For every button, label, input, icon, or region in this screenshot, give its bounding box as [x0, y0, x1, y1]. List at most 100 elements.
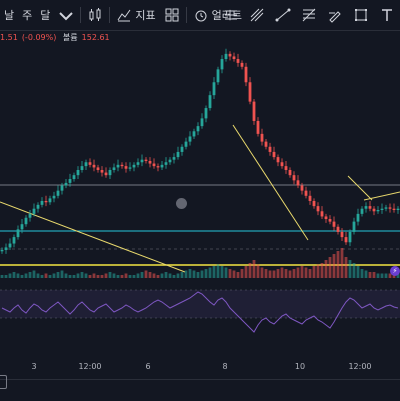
volume-bar	[300, 266, 304, 278]
candle-body	[132, 164, 136, 168]
pen-icon	[329, 11, 341, 23]
volume-bar	[128, 275, 132, 278]
x-tick-label: 3	[31, 362, 37, 371]
volume-bar	[56, 272, 60, 278]
volume-bar	[104, 273, 108, 278]
candle-body	[36, 204, 40, 209]
volume-bar	[20, 275, 24, 278]
collapse-panel-button[interactable]	[0, 375, 7, 389]
candle-body	[64, 182, 68, 186]
text-tool[interactable]	[374, 0, 400, 30]
volume-bar	[12, 272, 16, 278]
volume-bar	[284, 269, 288, 278]
layout-button[interactable]	[160, 0, 184, 30]
chart-type-button[interactable]	[83, 0, 107, 30]
rectangle-tool[interactable]	[348, 0, 374, 30]
candle-body	[204, 108, 208, 119]
volume-bar	[220, 266, 224, 278]
candle-body	[20, 224, 24, 230]
candle-body	[224, 53, 228, 60]
candle-body	[28, 213, 32, 218]
candle-body	[80, 166, 84, 170]
legend-change-pct: (-0.09%)	[21, 33, 57, 42]
volume-bar	[148, 272, 152, 278]
trend-line-tool[interactable]	[270, 0, 296, 30]
volume-bar	[328, 257, 332, 278]
indicators-button[interactable]: 지표	[112, 0, 159, 30]
compare-tool[interactable]	[218, 0, 244, 30]
separator	[80, 7, 82, 23]
volume-bar	[36, 273, 40, 278]
candle-body	[72, 175, 76, 180]
volume-bar	[316, 264, 320, 278]
candle-body	[60, 185, 64, 191]
legend-volume-label: 볼륨	[62, 33, 78, 42]
candle-body	[48, 198, 52, 203]
volume-bar	[196, 272, 200, 278]
candle-body	[372, 208, 376, 212]
top-toolbar: 날 주 달 지표 얼러트	[0, 0, 400, 31]
volume-bar	[168, 273, 172, 278]
volume-bar	[228, 269, 232, 278]
candle-body	[56, 190, 60, 196]
timeframe-week-label: 주	[22, 9, 33, 22]
volume-bar	[124, 273, 128, 278]
volume-bar	[340, 248, 344, 278]
candle-body	[176, 151, 180, 158]
volume-bar	[352, 263, 356, 278]
volume-bar	[264, 269, 268, 278]
volume-bar	[28, 272, 32, 278]
brush-tool[interactable]	[244, 0, 270, 30]
price-chart[interactable]	[0, 40, 400, 355]
trendline-long	[0, 201, 186, 273]
drawing-tools	[218, 0, 400, 30]
candle-body	[280, 162, 284, 167]
candle-body	[248, 82, 252, 102]
volume-bar	[112, 273, 116, 278]
volume-bar	[248, 263, 252, 278]
candle-body	[256, 120, 260, 134]
bottom-strip	[0, 379, 400, 401]
candle-body	[40, 200, 44, 205]
pen-tool[interactable]	[322, 0, 348, 30]
volume-bar	[276, 269, 280, 278]
brush-icon	[250, 8, 264, 22]
volume-bar	[336, 251, 340, 278]
volume-bar	[212, 266, 216, 278]
indicators-label: 지표	[135, 9, 156, 22]
timeframe-week[interactable]: 주	[18, 0, 36, 30]
candle-body	[12, 237, 16, 244]
candle-body	[296, 180, 300, 186]
timeframe-dropdown[interactable]	[54, 0, 78, 30]
volume-bar	[312, 266, 316, 278]
volume-bar	[136, 273, 140, 278]
rsi-band	[0, 290, 400, 318]
volume-bar	[368, 272, 372, 278]
candle-body	[388, 207, 392, 209]
timeframe-day[interactable]: 날	[0, 0, 18, 30]
fib-tool[interactable]	[296, 0, 322, 30]
volume-bar	[224, 267, 228, 278]
volume-bar	[216, 264, 220, 278]
volume-bar	[80, 272, 84, 278]
candle-body	[380, 208, 384, 210]
candle-body	[68, 179, 72, 183]
candle-body	[276, 157, 280, 163]
candle-body	[264, 141, 268, 147]
timeframe-month[interactable]: 달	[36, 0, 54, 30]
candle-body	[328, 219, 332, 222]
lightning-badge-icon[interactable]: ⚡	[390, 266, 400, 276]
volume-bar	[292, 269, 296, 278]
candle-body	[332, 221, 336, 227]
volume-bar	[308, 269, 312, 278]
candle-body	[84, 162, 88, 167]
volume-bar	[76, 273, 80, 278]
volume-bar	[304, 267, 308, 278]
x-tick-label: 12:00	[348, 362, 372, 371]
volume-bar	[172, 275, 176, 278]
candle-body	[252, 101, 256, 121]
candle-body	[24, 217, 28, 225]
volume-bar	[88, 275, 92, 278]
price-legend: 1.51 (-0.09%) 볼륨 152.61	[0, 32, 114, 43]
volume-bar	[268, 270, 272, 278]
